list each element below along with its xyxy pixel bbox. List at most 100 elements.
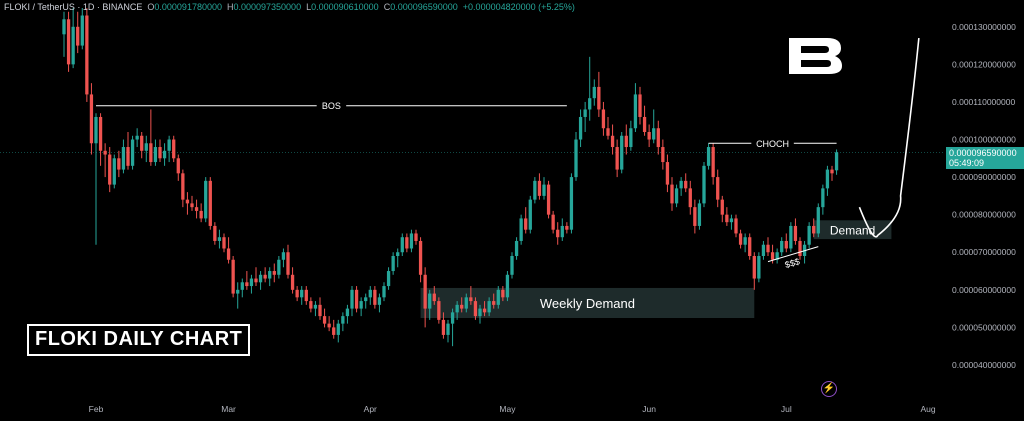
candle[interactable] bbox=[222, 233, 226, 253]
candle[interactable] bbox=[743, 233, 747, 253]
candle[interactable] bbox=[396, 248, 400, 268]
candle[interactable] bbox=[382, 282, 386, 302]
candle[interactable] bbox=[391, 252, 395, 275]
candle[interactable] bbox=[423, 267, 427, 328]
candle[interactable] bbox=[556, 222, 560, 245]
candle[interactable] bbox=[277, 256, 281, 279]
candle[interactable] bbox=[606, 116, 610, 140]
candle[interactable] bbox=[679, 177, 683, 196]
candle[interactable] bbox=[446, 319, 450, 343]
candle[interactable] bbox=[135, 128, 139, 148]
candle[interactable] bbox=[295, 286, 299, 302]
candle[interactable] bbox=[418, 237, 423, 283]
candle[interactable] bbox=[615, 139, 619, 178]
candle[interactable] bbox=[144, 135, 148, 163]
candle[interactable] bbox=[281, 248, 286, 268]
candle[interactable] bbox=[674, 184, 679, 208]
candle[interactable] bbox=[373, 286, 377, 309]
candle[interactable] bbox=[377, 293, 382, 313]
candle[interactable] bbox=[103, 143, 107, 178]
candle[interactable] bbox=[761, 240, 766, 260]
candle[interactable] bbox=[560, 218, 564, 241]
candle[interactable] bbox=[464, 293, 468, 313]
candle[interactable] bbox=[524, 207, 528, 234]
candle[interactable] bbox=[720, 195, 724, 223]
candle[interactable] bbox=[807, 222, 811, 249]
candle[interactable] bbox=[126, 132, 130, 170]
candle[interactable] bbox=[551, 210, 555, 234]
candle[interactable] bbox=[368, 286, 372, 305]
candle[interactable] bbox=[830, 165, 834, 181]
candle[interactable] bbox=[158, 139, 162, 163]
candle[interactable] bbox=[693, 199, 697, 234]
candle[interactable] bbox=[322, 308, 327, 328]
candle[interactable] bbox=[272, 263, 276, 283]
candle[interactable] bbox=[528, 195, 532, 234]
candle[interactable] bbox=[345, 304, 350, 324]
candle[interactable] bbox=[688, 180, 692, 215]
candle[interactable] bbox=[821, 184, 825, 215]
candle[interactable] bbox=[798, 237, 802, 260]
candle[interactable] bbox=[71, 8, 75, 69]
candle[interactable] bbox=[263, 267, 267, 283]
candle[interactable] bbox=[286, 244, 290, 279]
candle[interactable] bbox=[309, 297, 313, 313]
candle[interactable] bbox=[583, 101, 587, 132]
candle[interactable] bbox=[66, 11, 71, 72]
candle[interactable] bbox=[364, 293, 368, 309]
candle[interactable] bbox=[231, 256, 235, 298]
candle[interactable] bbox=[190, 195, 194, 211]
candle[interactable] bbox=[162, 143, 167, 166]
candle[interactable] bbox=[213, 222, 217, 245]
candle[interactable] bbox=[437, 297, 441, 324]
candle[interactable] bbox=[236, 282, 240, 309]
candle[interactable] bbox=[108, 147, 112, 193]
candle[interactable] bbox=[537, 173, 542, 200]
candle[interactable] bbox=[533, 177, 537, 204]
candle[interactable] bbox=[414, 229, 418, 245]
candle[interactable] bbox=[834, 149, 839, 175]
candle[interactable] bbox=[354, 286, 359, 313]
candle[interactable] bbox=[327, 316, 331, 332]
candle[interactable] bbox=[789, 222, 793, 253]
candle[interactable] bbox=[405, 233, 409, 253]
candle[interactable] bbox=[469, 286, 473, 305]
candle[interactable] bbox=[450, 308, 455, 347]
candle[interactable] bbox=[656, 120, 660, 155]
candle[interactable] bbox=[706, 143, 711, 170]
candle[interactable] bbox=[638, 86, 642, 125]
candle[interactable] bbox=[578, 109, 583, 148]
candle[interactable] bbox=[240, 278, 244, 298]
candle[interactable] bbox=[409, 229, 414, 253]
candle[interactable] bbox=[249, 274, 254, 294]
candle[interactable] bbox=[94, 113, 98, 245]
candle[interactable] bbox=[505, 271, 510, 302]
candle[interactable] bbox=[112, 154, 116, 189]
candle[interactable] bbox=[492, 293, 496, 309]
candle[interactable] bbox=[290, 267, 295, 294]
candle[interactable] bbox=[780, 237, 784, 256]
candle[interactable] bbox=[432, 286, 436, 305]
candle[interactable] bbox=[268, 267, 272, 287]
candle[interactable] bbox=[121, 139, 126, 174]
candle[interactable] bbox=[428, 289, 432, 320]
candle[interactable] bbox=[117, 150, 121, 178]
candle[interactable] bbox=[341, 312, 345, 332]
candle[interactable] bbox=[199, 203, 203, 223]
candle[interactable] bbox=[633, 83, 638, 132]
candle[interactable] bbox=[217, 229, 222, 249]
candle[interactable] bbox=[245, 271, 249, 290]
candle[interactable] bbox=[172, 135, 176, 163]
candle[interactable] bbox=[670, 177, 674, 211]
candle[interactable] bbox=[748, 233, 752, 260]
candle[interactable] bbox=[752, 252, 756, 290]
candle[interactable] bbox=[204, 177, 208, 223]
candle[interactable] bbox=[757, 252, 761, 283]
candle[interactable] bbox=[153, 139, 158, 166]
candle[interactable] bbox=[167, 135, 171, 163]
candle[interactable] bbox=[62, 11, 66, 57]
candle[interactable] bbox=[711, 143, 715, 185]
candle[interactable] bbox=[130, 135, 135, 170]
candle[interactable] bbox=[478, 304, 482, 324]
candle[interactable] bbox=[665, 154, 670, 193]
